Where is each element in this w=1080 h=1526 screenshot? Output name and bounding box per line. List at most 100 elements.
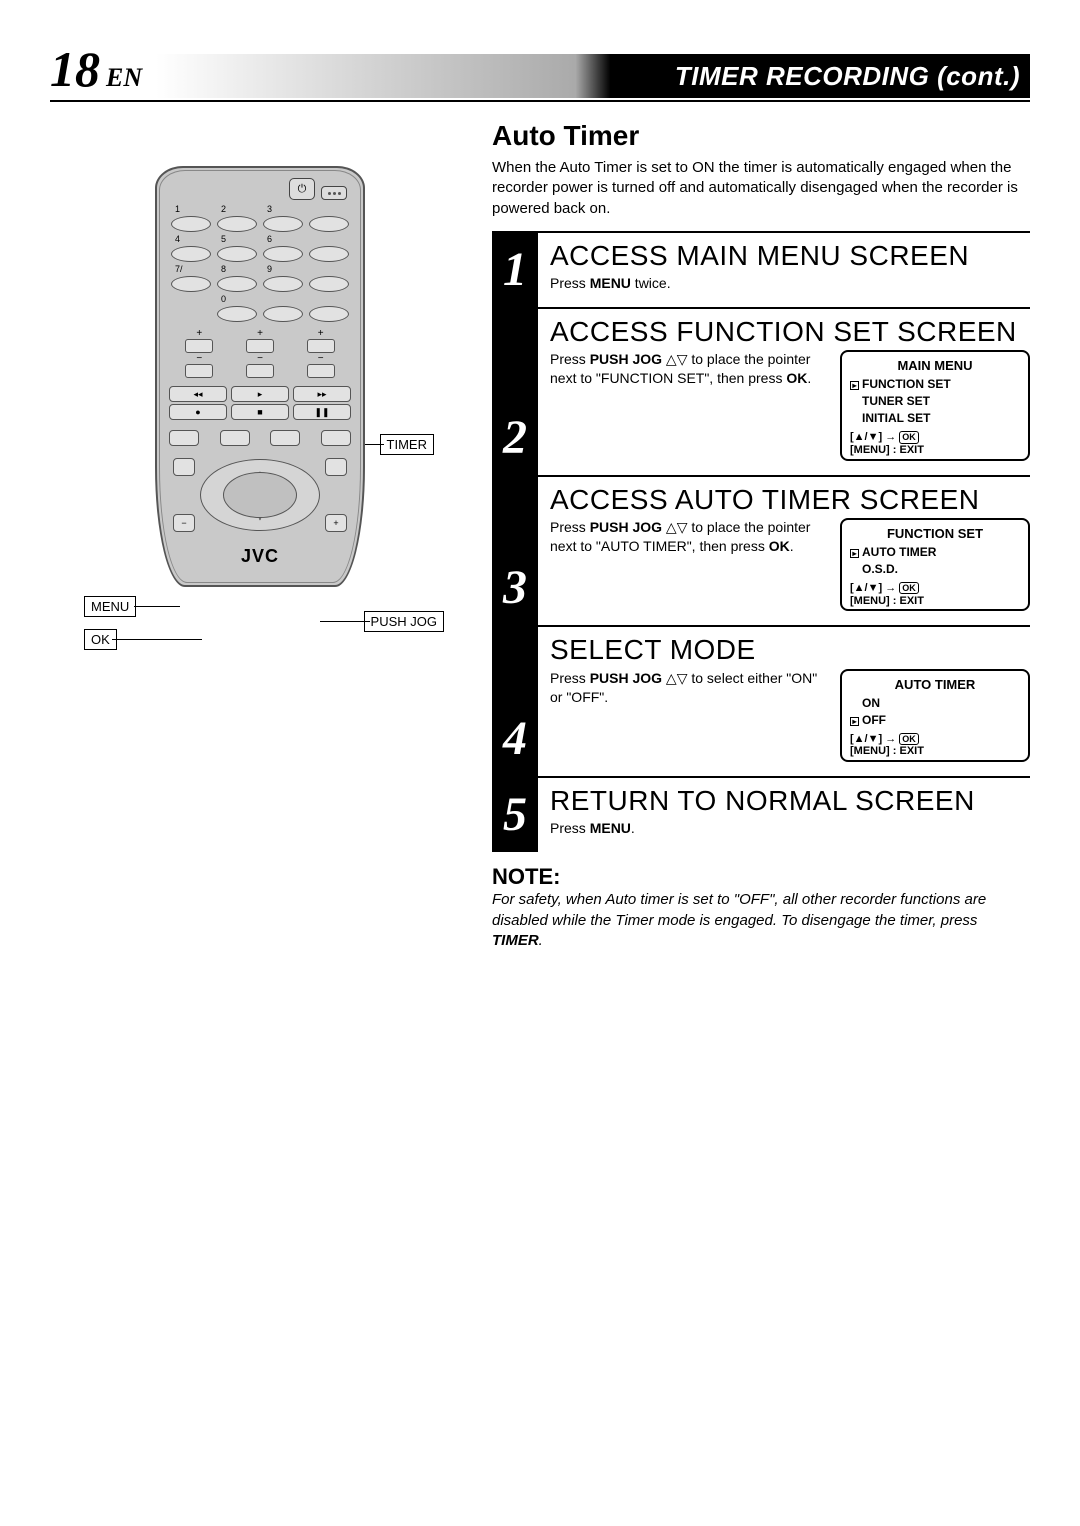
menu-item: ▸FUNCTION SET (850, 377, 1020, 391)
step-number: 3 (492, 477, 538, 626)
menu-item: ▸OFF (850, 713, 1020, 727)
header-title: TIMER RECORDING (cont.) (675, 61, 1020, 92)
stop-btn: ■ (231, 404, 289, 420)
power-icon: ⏻ (289, 178, 315, 200)
callout-push-jog: PUSH JOG (364, 611, 444, 632)
pointer-icon: ▸ (850, 717, 859, 726)
step-content: ACCESS FUNCTION SET SCREENPress PUSH JOG… (538, 309, 1030, 475)
numpad-btn (217, 306, 257, 322)
pointer-icon: ▸ (850, 381, 859, 390)
step: 3 ACCESS AUTO TIMER SCREEN Press PUSH JOG … (492, 475, 1030, 626)
step-text: Press MENU twice. (550, 274, 1030, 293)
menu-btn (270, 430, 300, 446)
menu-hint: [▲/▼] → OK[MENU] : EXIT (850, 733, 1020, 758)
numpad-btn (309, 276, 349, 292)
page-header: 18 EN TIMER RECORDING (cont.) (50, 40, 1030, 102)
jog-side-btn (173, 458, 195, 476)
page-lang: EN (106, 63, 142, 93)
numpad-btn (263, 276, 303, 292)
numpad-btn (171, 276, 211, 292)
numpad-btn (217, 246, 257, 262)
transport: ◂◂ ▸ ▸▸ ● ■ ❚❚ (169, 386, 351, 420)
numpad-btn (263, 306, 303, 322)
pointer-icon: ▸ (850, 549, 859, 558)
menu-btn (169, 430, 199, 446)
header-gradient: TIMER RECORDING (cont.) (156, 54, 1030, 98)
menu-screen: AUTO TIMER ON ▸OFF [▲/▼] → OK[MENU] : EXIT (840, 669, 1030, 762)
step-number: 1 (492, 233, 538, 307)
menu-title: FUNCTION SET (850, 526, 1020, 541)
menu-item: O.S.D. (862, 562, 1020, 576)
remote-body: ⏻ 1 2 3 4 5 6 (155, 166, 365, 587)
step-text: Press PUSH JOG △▽ to select either "ON" … (550, 669, 824, 762)
pause-btn: ❚❚ (293, 404, 351, 420)
jog-side-btn (325, 458, 347, 476)
numpad-btn (217, 276, 257, 292)
step-number: 4 (492, 627, 538, 776)
rec-btn: ● (169, 404, 227, 420)
remote-illustration: TIMER MENU OK PUSH JOG ⏻ 1 (90, 166, 430, 587)
page-number-value: 18 (50, 40, 100, 98)
callout-line (112, 639, 202, 640)
rocker-btn (246, 364, 274, 378)
callout-menu: MENU (84, 596, 136, 617)
menu-hint: [▲/▼] → OK[MENU] : EXIT (850, 431, 1020, 456)
jog-area: − + △ ▽ (169, 450, 351, 540)
step-content: SELECT MODE Press PUSH JOG △▽ to select e… (538, 627, 1030, 776)
rocker-btn (307, 364, 335, 378)
callout-line (134, 606, 180, 607)
note-title: NOTE: (492, 864, 1030, 890)
menu-screen: FUNCTION SET▸AUTO TIMERO.S.D.[▲/▼] → OK[… (840, 518, 1030, 611)
step-text: Press MENU. (550, 819, 1030, 838)
step: 4 SELECT MODE Press PUSH JOG △▽ to select … (492, 625, 1030, 776)
step-text: Press PUSH JOG △▽ to place the pointer n… (550, 350, 824, 460)
menu-item: TUNER SET (862, 394, 1020, 408)
step-heading: SELECT MODE (550, 635, 1030, 664)
step-heading: ACCESS AUTO TIMER SCREEN (550, 485, 1030, 514)
step: 5 RETURN TO NORMAL SCREEN Press MENU. (492, 776, 1030, 852)
step-text: Press PUSH JOG △▽ to place the pointer n… (550, 518, 824, 611)
brand-label: JVC (169, 546, 351, 567)
rocker-row: +− +− +− (169, 328, 351, 378)
step-number: 5 (492, 778, 538, 852)
numpad: 1 2 3 4 5 6 (171, 204, 349, 322)
step-content: ACCESS MAIN MENU SCREENPress MENU twice. (538, 233, 1030, 307)
rocker-btn (185, 339, 213, 353)
step-content: ACCESS AUTO TIMER SCREEN Press PUSH JOG △… (538, 477, 1030, 626)
menu-item: ON (862, 696, 1020, 710)
rew-btn: ◂◂ (169, 386, 227, 402)
numpad-btn (309, 306, 349, 322)
ff-btn: ▸▸ (293, 386, 351, 402)
jog-center (223, 472, 297, 518)
remote-column: TIMER MENU OK PUSH JOG ⏻ 1 (50, 116, 470, 951)
play-btn: ▸ (231, 386, 289, 402)
section-intro: When the Auto Timer is set to ON the tim… (492, 158, 1030, 219)
menu-btn (321, 430, 351, 446)
menu-row (169, 430, 351, 446)
step-heading: RETURN TO NORMAL SCREEN (550, 786, 1030, 815)
menu-item: INITIAL SET (862, 411, 1020, 425)
numpad-btn (263, 216, 303, 232)
rocker-btn (246, 339, 274, 353)
jog-side-btn: + (325, 514, 347, 532)
note-text: For safety, when Auto timer is set to "O… (492, 890, 1030, 951)
dots-button (321, 186, 347, 200)
menu-hint: [▲/▼] → OK[MENU] : EXIT (850, 582, 1020, 607)
step-content: RETURN TO NORMAL SCREEN Press MENU. (538, 778, 1030, 852)
rocker-btn (307, 339, 335, 353)
step: 2ACCESS FUNCTION SET SCREENPress PUSH JO… (492, 307, 1030, 475)
section-title: Auto Timer (492, 120, 1030, 152)
numpad-btn (309, 216, 349, 232)
menu-title: AUTO TIMER (850, 677, 1020, 692)
page-number: 18 EN (50, 40, 142, 98)
jog-side-btn: − (173, 514, 195, 532)
steps-list: 1ACCESS MAIN MENU SCREENPress MENU twice… (492, 231, 1030, 853)
menu-title: MAIN MENU (850, 358, 1020, 373)
menu-screen: MAIN MENU ▸FUNCTION SET TUNER SET INITIAL S… (840, 350, 1030, 460)
step: 1ACCESS MAIN MENU SCREENPress MENU twice… (492, 231, 1030, 307)
callout-line (320, 621, 370, 622)
numpad-btn (171, 246, 211, 262)
step-number: 2 (492, 309, 538, 475)
rocker-btn (185, 364, 213, 378)
menu-btn (220, 430, 250, 446)
